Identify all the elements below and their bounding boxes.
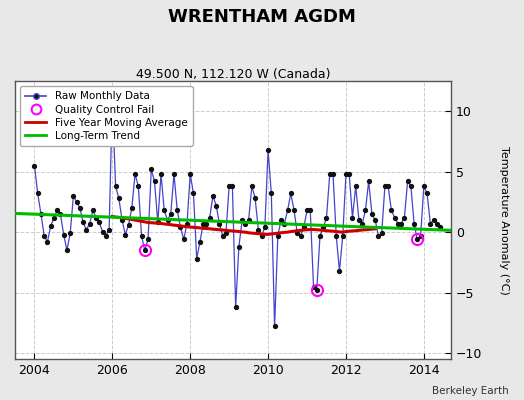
Legend: Raw Monthly Data, Quality Control Fail, Five Year Moving Average, Long-Term Tren: Raw Monthly Data, Quality Control Fail, …: [20, 86, 192, 146]
Y-axis label: Temperature Anomaly (°C): Temperature Anomaly (°C): [499, 146, 509, 294]
Title: 49.500 N, 112.120 W (Canada): 49.500 N, 112.120 W (Canada): [136, 68, 330, 81]
Text: WRENTHAM AGDM: WRENTHAM AGDM: [168, 8, 356, 26]
Text: Berkeley Earth: Berkeley Earth: [432, 386, 508, 396]
